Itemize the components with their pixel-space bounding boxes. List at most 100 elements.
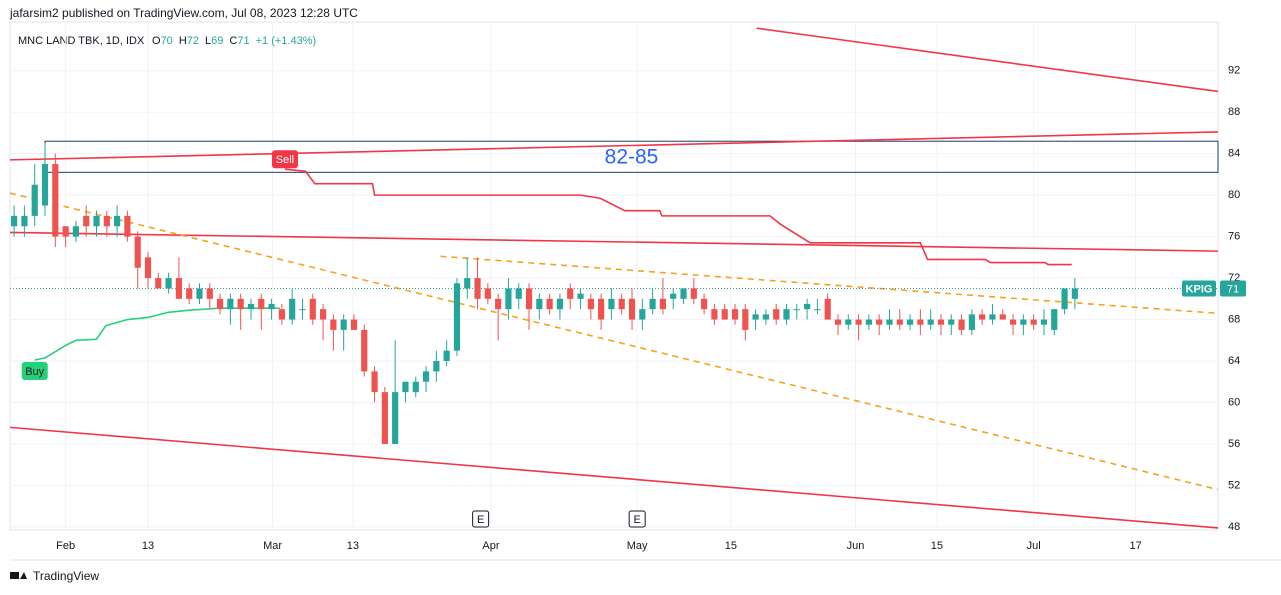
brand: TradingView (33, 569, 99, 583)
candle-body (484, 288, 491, 299)
y-tick-label: 76 (1228, 231, 1240, 243)
buy-badge (21, 361, 48, 380)
candle-body (618, 298, 625, 310)
candle-body (742, 309, 749, 330)
price-badge (1220, 280, 1246, 297)
range-label: 82-85 (605, 145, 659, 168)
candle-body (278, 309, 285, 320)
candle-body (155, 278, 162, 289)
candle-body (670, 293, 677, 299)
candle-body (927, 319, 934, 325)
candle-body (196, 288, 203, 299)
y-tick-label: 80 (1228, 189, 1240, 201)
candle-body (1061, 288, 1068, 310)
candle-body (1009, 319, 1017, 325)
x-tick-label: 13 (142, 540, 154, 552)
candle-body (114, 215, 121, 227)
symbol-badge (1182, 280, 1216, 297)
symbol-label: KPIG (1186, 283, 1213, 295)
candle-body (814, 309, 821, 311)
candle-body (247, 303, 255, 310)
x-tick-label: Feb (56, 540, 75, 552)
x-tick-label: Jun (847, 540, 865, 552)
candle-body (536, 298, 543, 310)
candle-body (639, 309, 646, 320)
candle-body (319, 309, 327, 320)
candle-body (412, 381, 419, 393)
trendline (9, 426, 1219, 529)
y-tick-label: 48 (1228, 521, 1240, 533)
event-label: E (477, 514, 484, 526)
candle-body (392, 392, 399, 444)
candle-body (124, 215, 131, 237)
candle-body (721, 309, 728, 320)
candle-body (340, 319, 347, 330)
candle-body (793, 309, 800, 311)
candle-body (762, 314, 769, 320)
candle-body (577, 293, 584, 299)
candle-body (289, 298, 296, 320)
candle-body (299, 309, 306, 311)
candle-body (556, 298, 564, 310)
trendline (9, 131, 1219, 161)
buy-label: Buy (25, 366, 44, 378)
buy-line (34, 307, 280, 361)
candle-body (886, 319, 893, 325)
candle-body (1030, 319, 1037, 325)
candle-body (608, 298, 615, 310)
y-tick-label: 56 (1228, 438, 1240, 450)
candle-body (11, 215, 18, 227)
candle-body (433, 361, 440, 372)
candle-body (350, 319, 358, 330)
candle-body (649, 298, 656, 310)
sell-label: Sell (276, 154, 294, 166)
candle-body (216, 298, 224, 310)
candle-body (587, 298, 594, 310)
x-tick-label: 15 (931, 540, 943, 552)
candle-body (443, 350, 450, 362)
candle-body (1040, 319, 1048, 325)
candle-body (711, 309, 718, 320)
last-price: 71 (1227, 283, 1239, 295)
candle-body (464, 278, 471, 289)
candle-body (422, 371, 430, 382)
candle-body (495, 298, 502, 310)
candle-body (701, 298, 708, 310)
candle-body (474, 278, 481, 299)
candle-body (989, 314, 996, 320)
candle-body (968, 314, 975, 330)
publisher: jafarsim2 published on TradingView.com, … (9, 6, 358, 20)
y-tick-label: 68 (1228, 313, 1240, 325)
y-tick-label: 88 (1228, 106, 1240, 118)
candle-body (1071, 288, 1078, 299)
event-label: E (633, 514, 640, 526)
logo (10, 572, 27, 579)
ohlc-value: 71 (237, 35, 249, 47)
trendline (9, 231, 1219, 252)
candle-body (268, 303, 275, 310)
x-tick-label: Jul (1027, 540, 1041, 552)
candle-body (804, 303, 811, 310)
ohlc-value: 72 (187, 35, 199, 47)
candle-body (1051, 309, 1058, 330)
candle-body (175, 278, 182, 299)
candle-body (309, 298, 316, 320)
candle-body (134, 236, 141, 268)
candle-body (41, 164, 49, 206)
x-tick-label: 13 (347, 540, 359, 552)
y-tick-label: 52 (1228, 479, 1240, 491)
ohlc-key: C (229, 35, 237, 47)
y-tick-label: 92 (1228, 65, 1240, 77)
dashed-trendline (440, 255, 1219, 315)
candle-body (525, 288, 533, 310)
ohlc-value: 69 (211, 35, 223, 47)
candle-body (628, 298, 636, 320)
candle-body (680, 288, 687, 299)
candle-body (855, 319, 862, 325)
candle-body (999, 314, 1006, 320)
y-tick-label: 84 (1228, 148, 1240, 160)
candle-body (834, 319, 842, 325)
candle-body (906, 319, 914, 325)
candle-body (917, 319, 924, 325)
